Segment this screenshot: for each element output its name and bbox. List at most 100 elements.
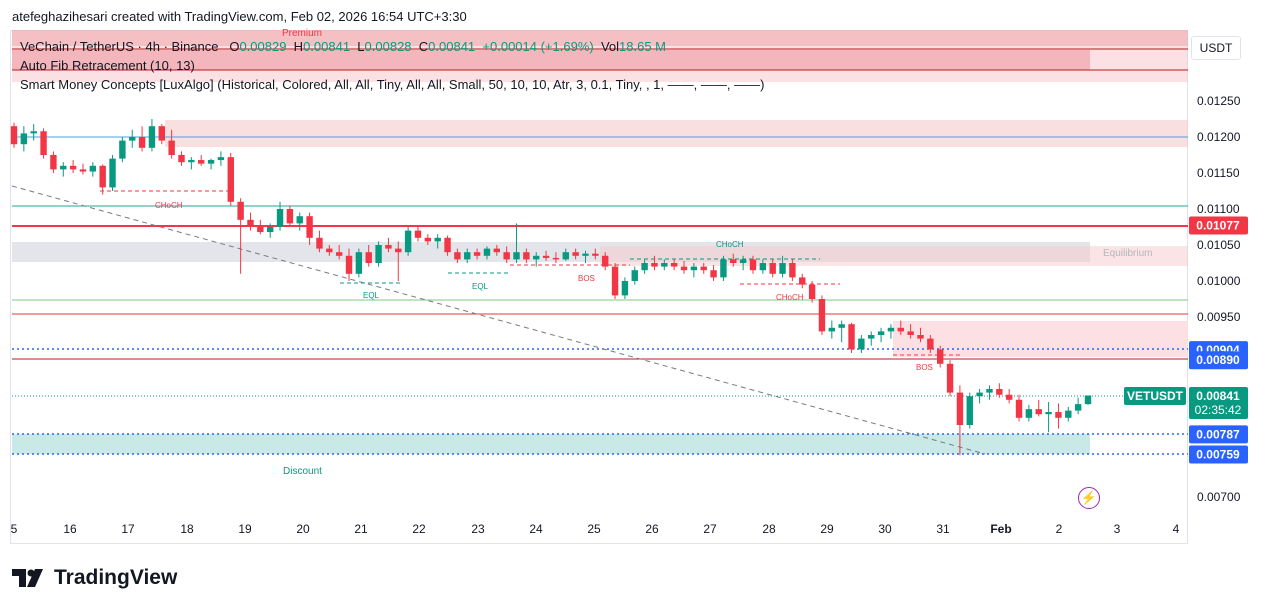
x-axis-tick-label: 24 — [529, 522, 543, 536]
candle-body — [69, 165, 77, 170]
candle-body — [326, 248, 333, 253]
y-axis-tick-label: 0.00950 — [1197, 310, 1241, 324]
candle-body — [227, 157, 234, 202]
y-axis-tick-label: 0.00700 — [1197, 490, 1241, 504]
y-axis-tick-label: 0.01200 — [1197, 130, 1241, 144]
price-tag — [1189, 425, 1248, 444]
candle-body — [375, 245, 382, 263]
candle-body — [99, 165, 106, 188]
candle-body — [168, 140, 175, 155]
x-axis-tick-label: 22 — [412, 522, 426, 536]
candle-body — [266, 227, 274, 233]
candle-body — [444, 237, 451, 253]
y-axis-tick-label: 0.01050 — [1197, 238, 1241, 252]
candle-body — [769, 263, 776, 274]
candle-body — [828, 327, 836, 332]
candle-body — [1074, 404, 1082, 411]
fib-top-band — [12, 50, 1090, 70]
y-axis-tick-label: 0.01150 — [1197, 166, 1240, 180]
candle-body — [385, 245, 392, 249]
eql-label: EQL — [363, 291, 380, 300]
candle-body — [956, 392, 964, 425]
price-tag-label: 0.00787 — [1196, 427, 1240, 441]
lightning-icon[interactable]: ⚡ — [1078, 487, 1100, 509]
candle-body — [1025, 409, 1033, 418]
candle-body — [454, 252, 461, 260]
chart-credit: atefeghazihesari created with TradingVie… — [12, 9, 467, 24]
candle-body — [345, 255, 353, 274]
candle-body — [572, 252, 579, 256]
last-price-value: 0.00841 — [1196, 389, 1240, 403]
legend-low: 0.00828 — [364, 39, 412, 54]
last-price-countdown: 02:35:42 — [1195, 403, 1242, 417]
candle-body — [306, 216, 313, 238]
candle-body — [710, 270, 717, 278]
candle-body — [30, 131, 37, 134]
candle-body — [552, 257, 560, 260]
legend-high: 0.00841 — [303, 39, 351, 54]
candle-body — [503, 252, 510, 260]
choch-label: CHoCH — [155, 201, 183, 210]
candle-body — [257, 227, 264, 233]
candle-body — [818, 299, 826, 332]
candle-body — [188, 160, 195, 163]
bos-label: BOS — [578, 274, 595, 283]
candle-body — [680, 266, 688, 271]
discount-label: Discount — [283, 466, 322, 477]
y-axis-tick-label: 0.01250 — [1197, 94, 1241, 108]
candle-body — [355, 252, 363, 274]
x-axis-tick-label: 26 — [645, 522, 659, 536]
tradingview-logo-icon — [12, 569, 43, 587]
price-tag — [1189, 216, 1248, 235]
candle-body — [89, 165, 97, 172]
candle-body — [749, 259, 757, 271]
choch-label: CHoCH — [716, 240, 744, 249]
legend-smc[interactable]: Smart Money Concepts [LuxAlgo] (Historic… — [20, 77, 765, 92]
candle-body — [730, 259, 737, 263]
candle-body — [799, 277, 806, 285]
x-axis-tick-label: 5 — [11, 522, 18, 536]
x-axis-tick-label: 2 — [1056, 522, 1063, 536]
candle-body — [917, 335, 924, 339]
candle-body — [119, 140, 126, 159]
x-axis-tick-label: Feb — [990, 522, 1011, 536]
candle-body — [207, 160, 215, 164]
candle-body — [720, 259, 727, 278]
candle-body — [424, 237, 432, 242]
candle-body — [109, 158, 116, 188]
candle-body — [1065, 410, 1072, 418]
candle-body — [178, 155, 185, 163]
candle-body — [1084, 395, 1092, 405]
candle-body — [129, 137, 136, 141]
y-axis-tick-label: 0.01100 — [1197, 202, 1240, 216]
equilibrium-label: Equilibrium — [1103, 248, 1152, 259]
candle-body — [1055, 412, 1062, 418]
candle-body — [927, 338, 934, 350]
x-axis-tick-label: 17 — [121, 522, 135, 536]
candle-body — [237, 201, 244, 220]
candle-body — [690, 266, 698, 271]
candle-body — [473, 252, 481, 256]
candle-body — [464, 252, 471, 260]
candle-body — [887, 327, 895, 332]
candle-body — [276, 209, 284, 227]
x-axis-tick-label: 28 — [762, 522, 776, 536]
legend-open: 0.00829 — [239, 39, 287, 54]
candle-body — [10, 126, 18, 145]
currency-button[interactable]: USDT — [1191, 36, 1241, 60]
candle-body — [335, 252, 343, 256]
legend-fib[interactable]: Auto Fib Retracement (10, 13) — [20, 58, 195, 73]
legend-symbol-line[interactable]: VeChain / TetherUS · 4h · Binance O0.008… — [20, 39, 666, 54]
candle-body — [976, 392, 983, 397]
choch-label: CHoCH — [776, 293, 804, 302]
candle-body — [296, 216, 303, 224]
candle-body — [414, 230, 422, 238]
supply-zone — [165, 120, 1188, 147]
candle-body — [523, 252, 530, 260]
candle-body — [40, 131, 47, 155]
legend-symbol[interactable]: VeChain / TetherUS · 4h · Binance — [20, 39, 219, 54]
candle-body — [404, 230, 412, 253]
legend-change: +0.00014 (+1.69%) — [482, 39, 594, 54]
discount-zone — [12, 434, 1090, 454]
